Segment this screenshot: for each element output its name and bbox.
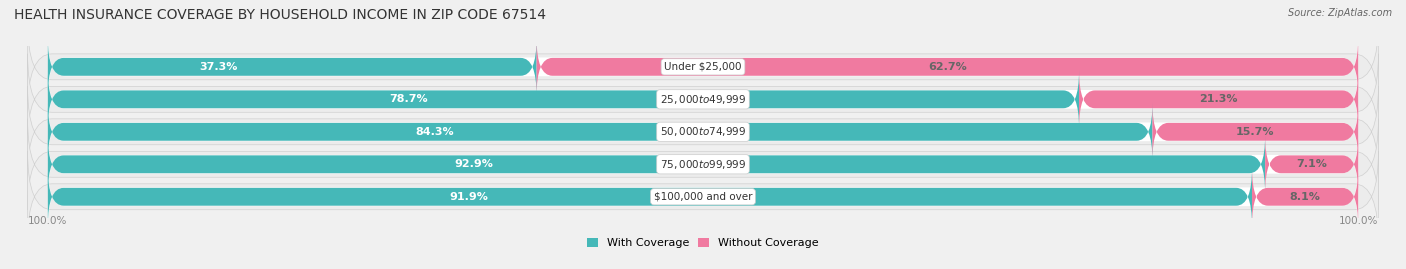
- Text: $75,000 to $99,999: $75,000 to $99,999: [659, 158, 747, 171]
- FancyBboxPatch shape: [28, 119, 1378, 210]
- FancyBboxPatch shape: [48, 38, 537, 96]
- Text: 7.1%: 7.1%: [1296, 159, 1327, 169]
- Text: 15.7%: 15.7%: [1236, 127, 1275, 137]
- FancyBboxPatch shape: [48, 70, 1078, 128]
- FancyBboxPatch shape: [48, 168, 1251, 226]
- FancyBboxPatch shape: [28, 54, 1378, 145]
- FancyBboxPatch shape: [1265, 135, 1358, 193]
- FancyBboxPatch shape: [537, 38, 1358, 96]
- FancyBboxPatch shape: [28, 151, 1378, 242]
- FancyBboxPatch shape: [48, 35, 1358, 98]
- Text: 8.1%: 8.1%: [1289, 192, 1320, 202]
- Text: 21.3%: 21.3%: [1199, 94, 1237, 104]
- Text: 37.3%: 37.3%: [200, 62, 238, 72]
- Text: 91.9%: 91.9%: [450, 192, 489, 202]
- FancyBboxPatch shape: [1078, 70, 1358, 128]
- FancyBboxPatch shape: [48, 133, 1358, 196]
- Text: Source: ZipAtlas.com: Source: ZipAtlas.com: [1288, 8, 1392, 18]
- Text: 62.7%: 62.7%: [928, 62, 967, 72]
- FancyBboxPatch shape: [48, 135, 1265, 193]
- Text: 78.7%: 78.7%: [389, 94, 427, 104]
- Text: 92.9%: 92.9%: [454, 159, 494, 169]
- FancyBboxPatch shape: [1251, 168, 1358, 226]
- Text: Under $25,000: Under $25,000: [664, 62, 742, 72]
- FancyBboxPatch shape: [48, 103, 1153, 161]
- Text: 100.0%: 100.0%: [28, 216, 67, 226]
- FancyBboxPatch shape: [28, 86, 1378, 177]
- FancyBboxPatch shape: [28, 21, 1378, 112]
- FancyBboxPatch shape: [48, 68, 1358, 131]
- Legend: With Coverage, Without Coverage: With Coverage, Without Coverage: [585, 235, 821, 250]
- FancyBboxPatch shape: [48, 165, 1358, 228]
- FancyBboxPatch shape: [48, 100, 1358, 163]
- Text: HEALTH INSURANCE COVERAGE BY HOUSEHOLD INCOME IN ZIP CODE 67514: HEALTH INSURANCE COVERAGE BY HOUSEHOLD I…: [14, 8, 546, 22]
- Text: $50,000 to $74,999: $50,000 to $74,999: [659, 125, 747, 138]
- Text: 84.3%: 84.3%: [415, 127, 454, 137]
- Text: $25,000 to $49,999: $25,000 to $49,999: [659, 93, 747, 106]
- Text: 100.0%: 100.0%: [1339, 216, 1378, 226]
- Text: $100,000 and over: $100,000 and over: [654, 192, 752, 202]
- FancyBboxPatch shape: [1153, 103, 1358, 161]
